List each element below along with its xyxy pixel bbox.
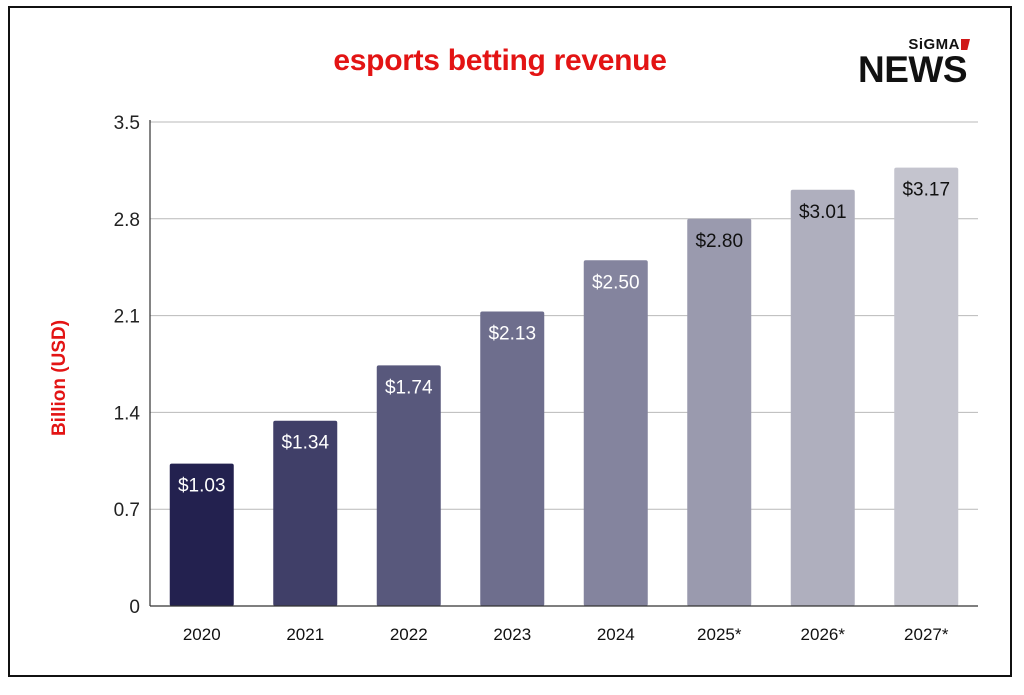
bar-2022 — [376, 365, 441, 606]
data-label: $3.01 — [799, 202, 847, 223]
bar-2027-est — [894, 167, 959, 607]
logo-flag-icon — [961, 39, 970, 50]
x-tick-label: 2022 — [390, 625, 428, 644]
y-tick-label: 1.4 — [114, 403, 141, 424]
x-tick-label: 2027* — [904, 625, 949, 644]
chart-title: esports betting revenue — [333, 44, 667, 77]
data-label: $2.80 — [695, 231, 743, 252]
bar-2023 — [480, 311, 545, 606]
data-label: $2.13 — [488, 323, 536, 344]
x-tick-label: 2024 — [597, 625, 635, 644]
x-tick-label: 2021 — [286, 625, 324, 644]
bar-2026-est — [790, 189, 855, 606]
data-label: $3.17 — [902, 180, 950, 201]
bar-2025-est — [687, 218, 752, 607]
x-tick-label: 2023 — [493, 625, 531, 644]
data-label: $2.50 — [592, 272, 640, 293]
logo-news-text: NEWS — [858, 49, 968, 90]
y-tick-label: 2.8 — [114, 210, 140, 231]
x-tick-label: 2026* — [801, 625, 846, 644]
logo-sigma-text: SiGMA — [908, 36, 960, 53]
x-tick-label: 2025* — [697, 625, 742, 644]
bar-2020 — [169, 463, 234, 606]
data-label: $1.34 — [281, 433, 329, 454]
y-tick-label: 2.1 — [114, 307, 140, 328]
bar-2021 — [273, 420, 338, 606]
sigma-news-logo: SiGMA NEWS — [858, 36, 978, 92]
y-tick-label: 0 — [129, 597, 140, 618]
bar-2024 — [583, 260, 648, 606]
y-tick-label: 0.7 — [114, 500, 140, 521]
y-tick-label: 3.5 — [114, 113, 140, 134]
data-label: $1.74 — [385, 377, 433, 398]
x-tick-label: 2020 — [183, 625, 221, 644]
data-label: $1.03 — [178, 476, 226, 497]
